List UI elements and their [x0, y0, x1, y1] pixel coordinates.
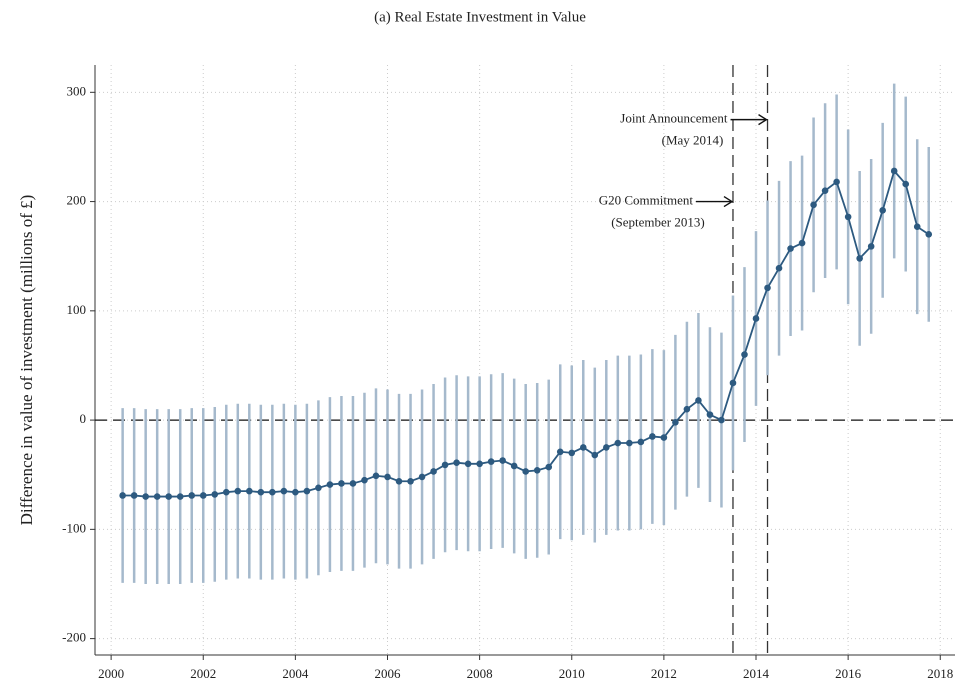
point [418, 473, 426, 481]
x-tick-label: 2000 [98, 666, 124, 681]
point [787, 245, 794, 252]
point [510, 462, 518, 470]
x-tick-label: 2002 [190, 666, 216, 681]
point [176, 493, 184, 500]
y-tick-label: -200 [62, 630, 86, 645]
y-tick-label: 0 [80, 411, 87, 426]
point [257, 488, 265, 496]
point [407, 477, 414, 485]
annotation: (May 2014) [662, 133, 724, 148]
y-tick-label: 300 [67, 83, 87, 98]
point [395, 477, 403, 485]
point [775, 264, 783, 272]
point [315, 484, 322, 492]
point [729, 379, 737, 387]
point [752, 315, 760, 322]
point [821, 187, 829, 194]
point [626, 439, 633, 447]
point [222, 488, 230, 496]
point [867, 243, 875, 250]
point [234, 487, 242, 495]
point [211, 491, 219, 498]
point [844, 213, 852, 221]
point [764, 284, 771, 292]
point [464, 460, 472, 468]
x-tick-label: 2012 [651, 666, 677, 681]
point [833, 178, 840, 186]
point [292, 488, 299, 496]
point [683, 405, 691, 413]
point [476, 460, 483, 468]
point [695, 397, 702, 404]
point [556, 448, 564, 456]
x-tick-label: 2018 [927, 666, 953, 681]
point [706, 411, 714, 418]
annotation-arrowhead [723, 195, 734, 208]
point [718, 416, 725, 424]
point [568, 449, 576, 457]
point [614, 439, 622, 447]
point [810, 201, 817, 209]
point [246, 487, 253, 495]
point [119, 492, 126, 499]
point [798, 239, 806, 247]
point [142, 493, 149, 500]
point [672, 418, 679, 426]
point [130, 492, 138, 499]
x-tick-label: 2014 [743, 666, 770, 681]
annotation: G20 Commitment [599, 193, 694, 208]
y-tick-label: 100 [67, 302, 87, 317]
point [603, 444, 610, 451]
point [522, 468, 529, 475]
point [579, 444, 587, 451]
point [913, 223, 921, 231]
point [372, 472, 380, 480]
point [349, 480, 357, 487]
point [430, 468, 437, 475]
point [338, 480, 345, 487]
annotation: Joint Announcement [620, 111, 728, 126]
point [153, 493, 161, 500]
point [879, 207, 886, 214]
point [649, 433, 656, 440]
point [384, 473, 391, 481]
y-axis-label: Difference in value of investment (milli… [17, 195, 36, 526]
x-tick-label: 2010 [559, 666, 585, 681]
point [326, 481, 334, 488]
point [499, 457, 506, 464]
point [361, 476, 368, 484]
point [188, 492, 196, 499]
point [280, 487, 288, 495]
y-tick-label: -100 [62, 520, 86, 535]
point [890, 167, 898, 175]
point [741, 351, 748, 358]
point [591, 451, 599, 459]
point [660, 434, 668, 441]
point [902, 180, 910, 188]
point [925, 231, 933, 238]
chart-title: (a) Real Estate Investment in Value [374, 9, 586, 25]
annotation-arrowhead [758, 114, 768, 126]
x-tick-label: 2016 [835, 666, 862, 681]
point [303, 487, 311, 495]
annotation: (September 2013) [611, 215, 705, 230]
y-tick-label: 200 [67, 193, 87, 208]
point [453, 459, 460, 467]
point [856, 255, 863, 262]
point [269, 488, 276, 496]
x-tick-label: 2006 [375, 666, 402, 681]
point [165, 493, 173, 500]
x-tick-label: 2004 [282, 666, 309, 681]
x-tick-label: 2008 [467, 666, 493, 681]
point [441, 461, 449, 469]
point [545, 463, 553, 471]
point [637, 438, 645, 446]
point [487, 458, 495, 465]
point [199, 492, 207, 499]
point [533, 467, 541, 474]
